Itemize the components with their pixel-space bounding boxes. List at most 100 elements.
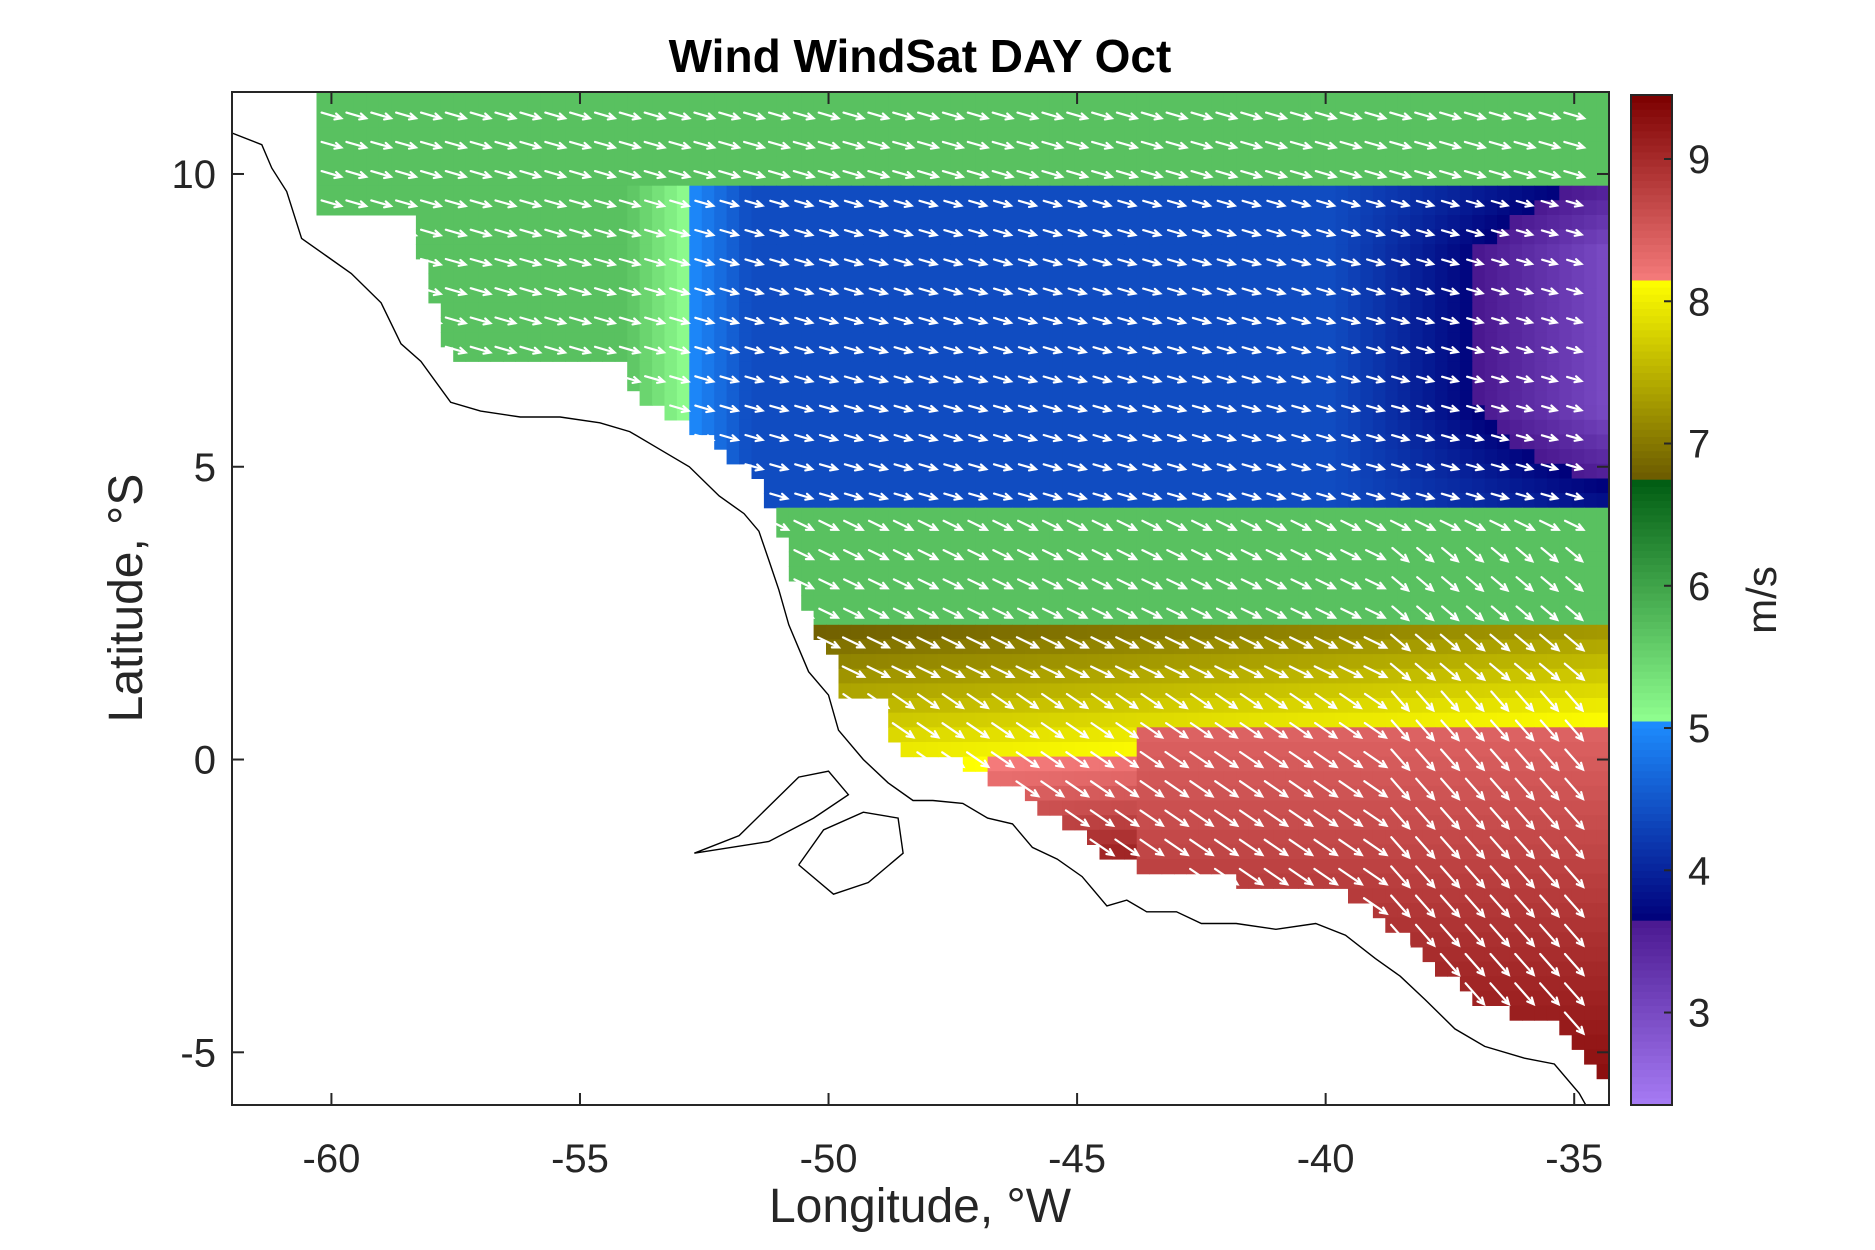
wind-cell xyxy=(962,683,976,699)
wind-cell xyxy=(1372,683,1386,699)
wind-cell xyxy=(465,317,479,333)
wind-cell xyxy=(1310,507,1324,523)
wind-cell xyxy=(415,185,429,201)
wind-cell xyxy=(1111,258,1125,275)
wind-vector xyxy=(494,316,518,326)
wind-cell xyxy=(1484,112,1498,128)
wind-vector xyxy=(868,492,890,501)
wind-cell xyxy=(1534,654,1548,670)
wind-vector xyxy=(718,140,742,150)
wind-cell xyxy=(1310,405,1324,421)
wind-cell xyxy=(1062,683,1076,699)
wind-cell xyxy=(353,97,367,114)
wind-cell xyxy=(1447,185,1461,201)
wind-cell xyxy=(1534,361,1548,377)
wind-cell xyxy=(925,742,939,758)
wind-cell xyxy=(1584,800,1598,816)
wind-cell xyxy=(1385,727,1399,743)
wind-cell xyxy=(813,92,827,99)
wind-vector xyxy=(1042,199,1064,208)
wind-cell xyxy=(1111,580,1125,597)
wind-cell xyxy=(1385,376,1399,392)
wind-cell xyxy=(763,229,777,245)
wind-cell xyxy=(751,127,765,143)
wind-cell xyxy=(1584,405,1598,421)
wind-cell xyxy=(1385,566,1399,582)
wind-vector xyxy=(1316,375,1337,384)
wind-cell xyxy=(1012,610,1026,626)
wind-cell xyxy=(763,185,777,201)
wind-cell xyxy=(850,332,864,348)
wind-cell xyxy=(1596,873,1609,889)
wind-cell xyxy=(1161,654,1175,670)
wind-cell xyxy=(565,156,579,172)
wind-cell xyxy=(987,273,1001,289)
wind-cell xyxy=(1385,463,1399,479)
wind-cell xyxy=(664,390,678,406)
wind-cell xyxy=(490,171,504,187)
wind-cell xyxy=(1310,537,1324,553)
wind-vector xyxy=(1466,258,1485,267)
wind-cell xyxy=(1447,829,1461,845)
wind-cell xyxy=(639,200,653,216)
wind-cell xyxy=(1435,97,1448,114)
wind-cell xyxy=(676,156,690,172)
wind-cell xyxy=(1584,507,1598,523)
wind-cell xyxy=(1161,493,1175,509)
wind-cell xyxy=(701,361,715,377)
wind-cell xyxy=(1037,449,1051,465)
wind-cell xyxy=(888,97,902,114)
wind-cell xyxy=(1012,712,1026,728)
wind-cell xyxy=(826,478,839,494)
wind-cell xyxy=(1422,946,1436,963)
wind-cell xyxy=(1161,698,1175,714)
wind-cell xyxy=(589,229,603,245)
wind-cell xyxy=(465,229,479,245)
wind-cell xyxy=(739,215,753,231)
wind-cell xyxy=(1099,302,1113,318)
wind-cell xyxy=(1174,537,1187,553)
wind-cell xyxy=(863,390,877,406)
wind-cell xyxy=(1012,215,1026,231)
wind-cell xyxy=(1360,566,1374,582)
wind-cell xyxy=(1435,171,1448,187)
wind-cell xyxy=(950,244,964,260)
wind-cell xyxy=(1298,127,1312,143)
wind-cell xyxy=(850,302,864,318)
wind-cell xyxy=(763,317,777,333)
wind-cell xyxy=(1422,654,1436,670)
wind-cell xyxy=(1559,639,1573,655)
wind-cell xyxy=(801,185,815,201)
wind-cell xyxy=(1136,580,1150,597)
wind-cell xyxy=(1397,419,1411,436)
wind-cell xyxy=(1198,273,1212,289)
wind-cell xyxy=(478,273,492,289)
wind-vector xyxy=(1439,111,1463,121)
wind-cell xyxy=(1435,156,1448,172)
wind-cell xyxy=(714,302,728,318)
wind-cell xyxy=(1509,961,1523,977)
wind-cell xyxy=(1459,405,1473,421)
wind-cell xyxy=(975,742,989,758)
wind-cell xyxy=(875,127,889,143)
wind-cell xyxy=(900,566,914,582)
wind-cell xyxy=(689,156,703,172)
wind-cell xyxy=(1186,624,1200,640)
wind-cell xyxy=(1285,756,1299,772)
wind-vector xyxy=(867,111,891,121)
wind-cell xyxy=(1397,185,1411,201)
wind-vector xyxy=(593,316,618,326)
wind-cell xyxy=(1596,493,1609,509)
wind-vector xyxy=(1341,258,1362,267)
wind-cell xyxy=(913,405,926,421)
wind-cell xyxy=(1062,288,1076,304)
wind-vector xyxy=(1289,140,1314,150)
wind-cell xyxy=(900,185,914,201)
wind-vector xyxy=(794,316,815,326)
wind-cell xyxy=(1236,112,1250,128)
wind-cell xyxy=(1410,566,1424,582)
wind-cell xyxy=(1360,92,1374,99)
wind-cell xyxy=(1459,507,1473,523)
wind-cell xyxy=(1111,376,1125,392)
wind-cell xyxy=(1211,844,1225,860)
